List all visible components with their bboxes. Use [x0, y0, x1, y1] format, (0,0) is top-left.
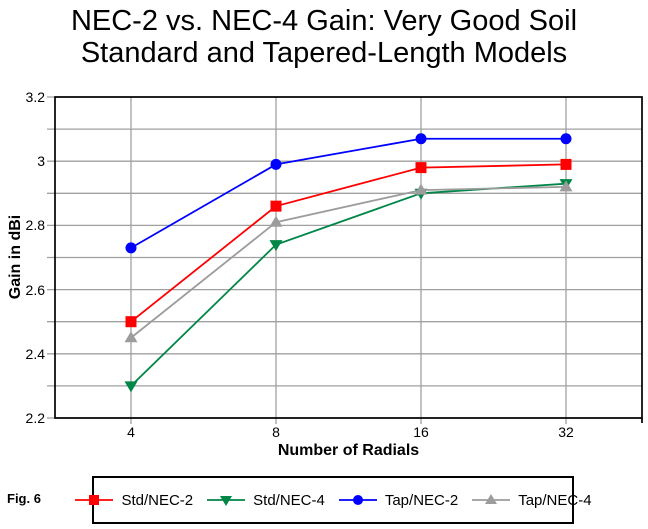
legend-circle-icon [338, 495, 377, 505]
data-point-marker-triangle-up [124, 331, 138, 343]
legend-item-label: Std/NEC-4 [253, 491, 325, 509]
x-tick-label: 16 [413, 424, 429, 440]
series-line [130, 185, 567, 339]
legend-item: Tap/NEC-2 [338, 492, 458, 509]
data-point-marker-triangle-down [220, 496, 233, 506]
data-point-marker-square [270, 200, 282, 212]
x-axis-title: Number of Radials [277, 442, 420, 459]
legend: Std/NEC-2 Std/NEC-4 Tap/NEC-2 Tap/NEC-4 [75, 476, 592, 524]
chart-title: NEC-2 vs. NEC-4 Gain: Very Good Soil Sta… [0, 5, 648, 69]
x-tick-label: 8 [272, 424, 280, 440]
data-point-marker-square [89, 495, 100, 505]
data-point-marker-circle [560, 133, 572, 145]
data-point-marker-circle [125, 242, 137, 254]
legend-item: Std/NEC-4 [206, 492, 325, 509]
data-point-marker-triangle-down [269, 240, 283, 252]
data-point-marker-square [560, 158, 572, 170]
plot-border [54, 96, 643, 419]
legend-item-label: Tap/NEC-2 [384, 491, 459, 509]
data-point-marker-square [125, 316, 137, 328]
data-point-marker-triangle-up [485, 494, 498, 504]
y-tick-label: 2.4 [25, 345, 45, 362]
legend-triangle-up-icon [472, 494, 511, 504]
y-tick-label: 2.6 [25, 281, 45, 298]
x-tick-label: 4 [127, 424, 135, 440]
chart-title-line2: Standard and Tapered-Length Models [80, 37, 568, 69]
data-point-marker-triangle-up [559, 180, 573, 192]
y-tick-label: 2.8 [25, 217, 45, 234]
legend-square-icon [75, 495, 114, 505]
x-tick-label: 32 [558, 424, 574, 440]
chart-title-line1: NEC-2 vs. NEC-4 Gain: Very Good Soil [70, 5, 578, 37]
y-tick-label: 2.2 [25, 410, 45, 426]
data-point-marker-triangle-down [124, 381, 138, 393]
figure-label: Fig. 6 [7, 491, 41, 506]
data-point-marker-triangle-up [269, 215, 283, 227]
legend-item-label: Std/NEC-2 [121, 491, 194, 509]
data-point-marker-circle [270, 158, 282, 170]
data-point-marker-circle [415, 133, 427, 145]
y-tick-label: 3.2 [25, 89, 45, 105]
series-line [130, 163, 567, 323]
data-point-marker-circle [352, 495, 363, 505]
data-point-marker-triangle-up [414, 183, 428, 195]
legend-item: Tap/NEC-4 [471, 491, 592, 509]
y-tick-label: 3 [37, 153, 45, 170]
legend-triangle-down-icon [207, 496, 246, 506]
y-axis-title: Gain in dBi [7, 214, 24, 300]
data-point-marker-square [415, 162, 427, 174]
legend-item: Std/NEC-2 [74, 492, 193, 509]
series-line [130, 137, 566, 249]
legend-item-label: Tap/NEC-4 [518, 491, 592, 509]
